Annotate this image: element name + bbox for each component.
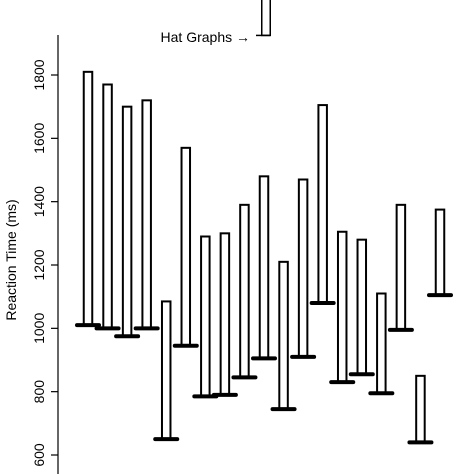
hat-12 xyxy=(290,178,317,359)
legend-hat-crown xyxy=(261,0,271,37)
hat-16 xyxy=(368,292,395,396)
y-tick-label: 800 xyxy=(31,380,47,404)
hat-crown xyxy=(376,292,387,395)
hat-crown xyxy=(317,104,328,305)
hat-crown xyxy=(141,99,152,330)
hat-19 xyxy=(427,208,453,298)
y-tick-label: 1800 xyxy=(31,59,47,90)
hat-crown xyxy=(395,203,407,331)
annotation-hat-graphs: Hat Graphs → xyxy=(161,29,250,45)
y-tick-label: 1200 xyxy=(31,249,47,280)
hat-18 xyxy=(407,374,434,445)
hat-1 xyxy=(75,70,101,328)
hat-crown xyxy=(121,105,133,338)
hat-17 xyxy=(387,203,414,332)
y-tick-label: 1600 xyxy=(31,123,47,154)
hat-crown xyxy=(219,232,231,396)
hat-10 xyxy=(251,175,277,361)
y-axis-title: Reaction Time (ms) xyxy=(3,199,19,320)
hats-group xyxy=(75,70,453,445)
hat-crown xyxy=(82,70,94,327)
hat-crown xyxy=(102,83,113,330)
hat-8 xyxy=(211,232,238,397)
hat-9 xyxy=(231,203,258,380)
hat-14 xyxy=(329,230,356,385)
hat-11 xyxy=(270,260,297,412)
hat-crown xyxy=(336,230,348,384)
hat-3 xyxy=(114,105,141,339)
hat-crown xyxy=(239,203,250,379)
hat-5 xyxy=(153,300,180,442)
y-tick-label: 1400 xyxy=(31,186,47,217)
hat-crown xyxy=(180,146,192,347)
y-axis: 600 800 1000 1200 1400 1600 1800 xyxy=(31,35,59,474)
hat-crown xyxy=(434,208,446,297)
hat-6 xyxy=(172,146,199,348)
hat-4 xyxy=(133,99,160,331)
hat-13 xyxy=(309,104,336,305)
y-tick-label: 600 xyxy=(31,443,47,467)
hat-crown xyxy=(200,235,211,398)
hat-crown xyxy=(356,238,368,376)
hat-crown xyxy=(415,374,426,444)
hat-crown xyxy=(160,300,172,441)
hat-crown xyxy=(258,175,270,360)
hat-crown xyxy=(278,260,289,411)
hat-7 xyxy=(192,235,219,399)
hat-crown xyxy=(297,178,309,358)
hat-15 xyxy=(348,238,375,377)
y-tick-label: 1000 xyxy=(31,313,47,344)
legend: Hat Graphs → xyxy=(161,0,271,45)
hat-2 xyxy=(94,83,121,331)
